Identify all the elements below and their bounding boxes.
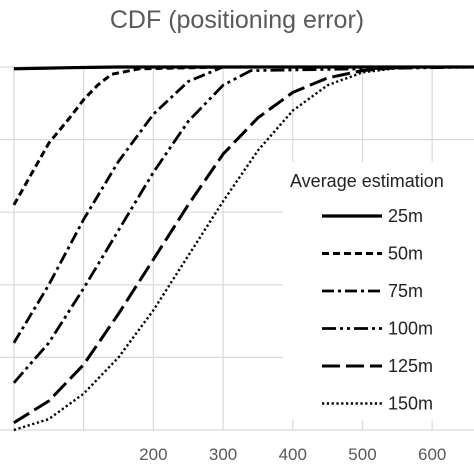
- legend-label-125m: 125m: [388, 356, 433, 376]
- x-tick-label-0: 200: [139, 445, 167, 464]
- series-line-125m: [13, 65, 474, 424]
- legend-label-75m: 75m: [388, 281, 423, 301]
- series-line-75m: [12, 65, 474, 344]
- series-layer: [12, 65, 474, 432]
- series-line-150m: [13, 65, 474, 432]
- chart-title: CDF (positioning error): [110, 6, 364, 34]
- legend-label-150m: 150m: [388, 394, 433, 414]
- tick-layer: 200 300 400 500 600: [139, 445, 446, 464]
- legend-label-50m: 50m: [388, 244, 423, 264]
- x-tick-label-2: 400: [279, 445, 307, 464]
- legend: Average estimation 25m 50m 75m 100m 125m 150m: [283, 162, 474, 420]
- series-line-100m: [12, 65, 474, 384]
- series-line-25m: [13, 65, 474, 71]
- x-tick-label-4: 600: [418, 445, 446, 464]
- legend-label-25m: 25m: [388, 206, 423, 226]
- legend-label-100m: 100m: [388, 319, 433, 339]
- series-line-50m: [12, 65, 474, 206]
- x-tick-label-3: 500: [348, 445, 376, 464]
- legend-title: Average estimation: [290, 171, 444, 191]
- x-tick-label-1: 300: [209, 445, 237, 464]
